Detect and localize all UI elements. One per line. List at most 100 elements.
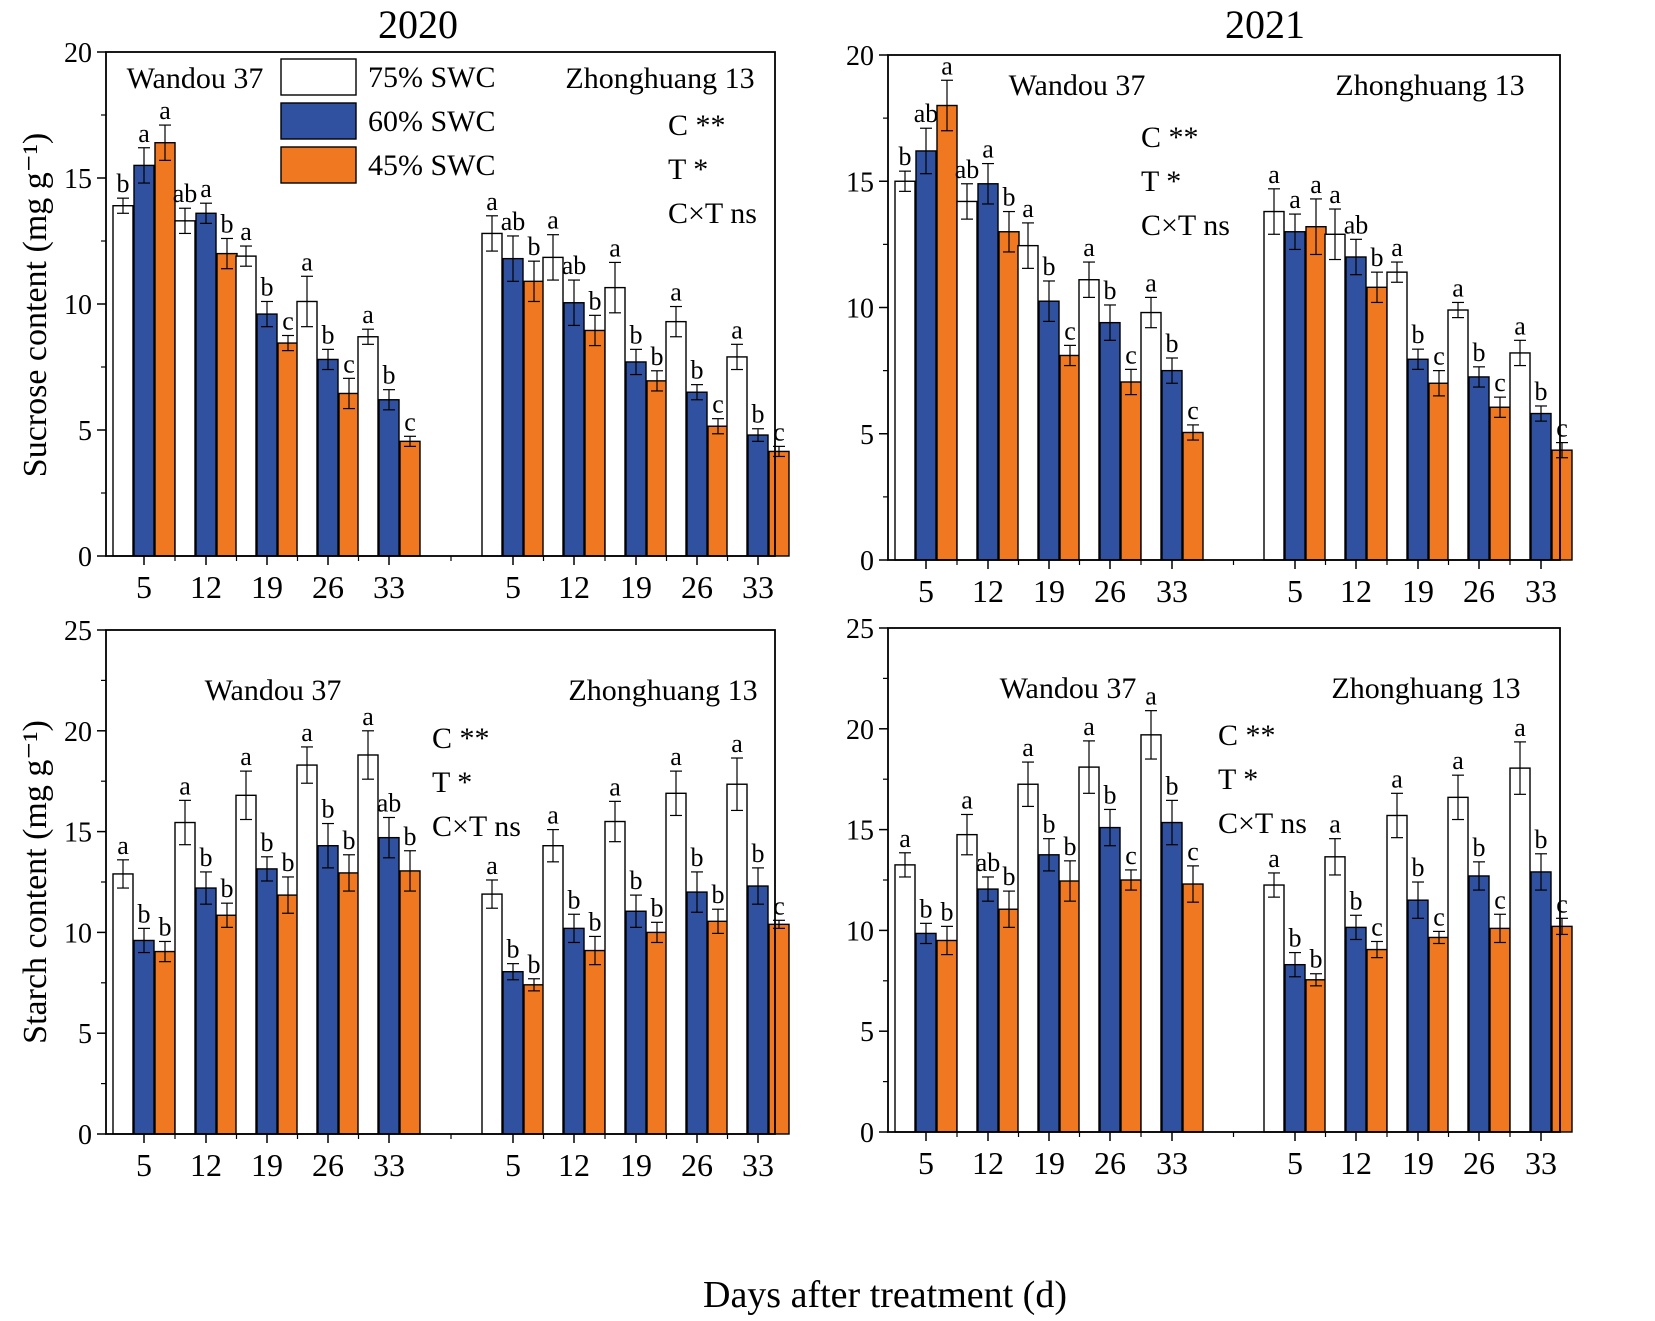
bar-swc75	[1447, 309, 1469, 561]
bar-swc75	[357, 754, 379, 1135]
bar-swc75	[235, 255, 257, 557]
significance-letter: b	[261, 828, 274, 857]
bar-swc45	[1366, 286, 1388, 561]
significance-letter: a	[731, 315, 743, 344]
bar-swc75	[296, 300, 318, 557]
significance-letter: c	[1064, 316, 1076, 345]
significance-letter: b	[383, 361, 396, 390]
significance-letter: b	[1104, 276, 1117, 305]
bar-swc60	[915, 150, 937, 561]
bar-swc75	[956, 200, 978, 561]
x-tick-label: 26	[312, 569, 344, 605]
significance-letter: b	[589, 907, 602, 936]
significance-letter: b	[159, 912, 172, 941]
bar-swc45	[1305, 225, 1327, 561]
stat-annotation: C **	[668, 109, 726, 142]
bar-swc45	[768, 450, 790, 557]
bar-swc60	[1038, 854, 1060, 1133]
x-tick-label: 19	[1033, 573, 1065, 609]
bar-swc75	[542, 256, 564, 557]
bar-swc75	[1263, 210, 1285, 561]
x-tick-label: 12	[1340, 1145, 1372, 1181]
significance-letter: b	[691, 843, 704, 872]
bar-swc45	[1428, 382, 1450, 561]
bar-swc75	[956, 833, 978, 1133]
significance-letter: a	[547, 801, 559, 830]
significance-letter: a	[200, 174, 212, 203]
significance-letter: b	[1064, 832, 1077, 861]
significance-letter: b	[651, 342, 664, 371]
bar-swc75	[174, 220, 196, 557]
panel-sucrose-2021: 2021baba5abab12abc19abc26abc33aaa5aabb12…	[846, 2, 1573, 609]
legend-label: 45% SWC	[368, 149, 496, 182]
bar-swc60	[502, 257, 524, 557]
bar-swc60	[625, 910, 647, 1135]
cultivar-label: Wandou 37	[127, 62, 264, 95]
bar-swc75	[481, 232, 503, 557]
y-tick-label: 15	[846, 167, 874, 198]
significance-letter: ab	[173, 179, 198, 208]
significance-letter: ab	[955, 155, 980, 184]
bar-swc60	[1284, 231, 1306, 561]
bar-swc60	[1038, 300, 1060, 561]
bar-swc60	[686, 391, 708, 557]
bar-swc60	[747, 434, 769, 557]
significance-letter: b	[1473, 338, 1486, 367]
y-tick-label: 15	[64, 164, 92, 195]
significance-letter: a	[179, 771, 191, 800]
significance-letter: a	[670, 742, 682, 771]
significance-letter: b	[1310, 945, 1323, 974]
stat-annotation: T *	[1141, 165, 1181, 198]
x-tick-label: 19	[1402, 1145, 1434, 1181]
significance-letter: b	[630, 320, 643, 349]
plot-frame	[887, 627, 1561, 1133]
bar-swc45	[1489, 406, 1511, 561]
significance-letter: c	[1494, 368, 1506, 397]
significance-letter: b	[1473, 833, 1486, 862]
bar-swc60	[195, 212, 217, 557]
significance-letter: b	[1166, 771, 1179, 800]
x-tick-label: 33	[1156, 1145, 1188, 1181]
x-tick-label: 26	[1463, 1145, 1495, 1181]
significance-letter: a	[1268, 844, 1280, 873]
bar-swc60	[317, 358, 339, 557]
significance-letter: ab	[1344, 210, 1369, 239]
significance-letter: b	[138, 899, 151, 928]
x-tick-label: 5	[136, 1147, 152, 1183]
significance-letter: a	[670, 278, 682, 307]
significance-letter: a	[1268, 160, 1280, 189]
significance-letter: c	[1125, 841, 1137, 870]
bar-swc45	[1059, 880, 1081, 1133]
x-tick-label: 33	[742, 569, 774, 605]
bar-swc45	[936, 939, 958, 1133]
significance-letter: b	[920, 894, 933, 923]
significance-letter: a	[486, 187, 498, 216]
significance-letter: b	[1104, 780, 1117, 809]
bar-swc75	[665, 792, 687, 1135]
bar-swc75	[726, 783, 748, 1135]
y-tick-label: 0	[78, 542, 92, 573]
y-tick-label: 25	[64, 616, 92, 647]
bar-swc45	[338, 392, 360, 557]
significance-letter: c	[1371, 912, 1383, 941]
significance-letter: a	[941, 51, 953, 80]
significance-letter: a	[1289, 185, 1301, 214]
bar-swc60	[563, 927, 585, 1135]
bar-swc75	[1324, 856, 1346, 1133]
bar-swc60	[1530, 871, 1552, 1133]
bar-swc60	[1468, 376, 1490, 561]
significance-letter: b	[630, 866, 643, 895]
significance-letter: a	[486, 851, 498, 880]
significance-letter: b	[568, 885, 581, 914]
significance-letter: b	[1350, 886, 1363, 915]
y-tick-label: 15	[846, 816, 874, 847]
significance-letter: a	[731, 729, 743, 758]
bar-swc75	[1447, 796, 1469, 1133]
significance-letter: a	[1452, 746, 1464, 775]
significance-letter: b	[221, 209, 234, 238]
bar-swc75	[542, 845, 564, 1135]
stat-annotation: C×T ns	[1218, 807, 1307, 840]
significance-letter: b	[1535, 377, 1548, 406]
bar-swc75	[604, 286, 626, 557]
